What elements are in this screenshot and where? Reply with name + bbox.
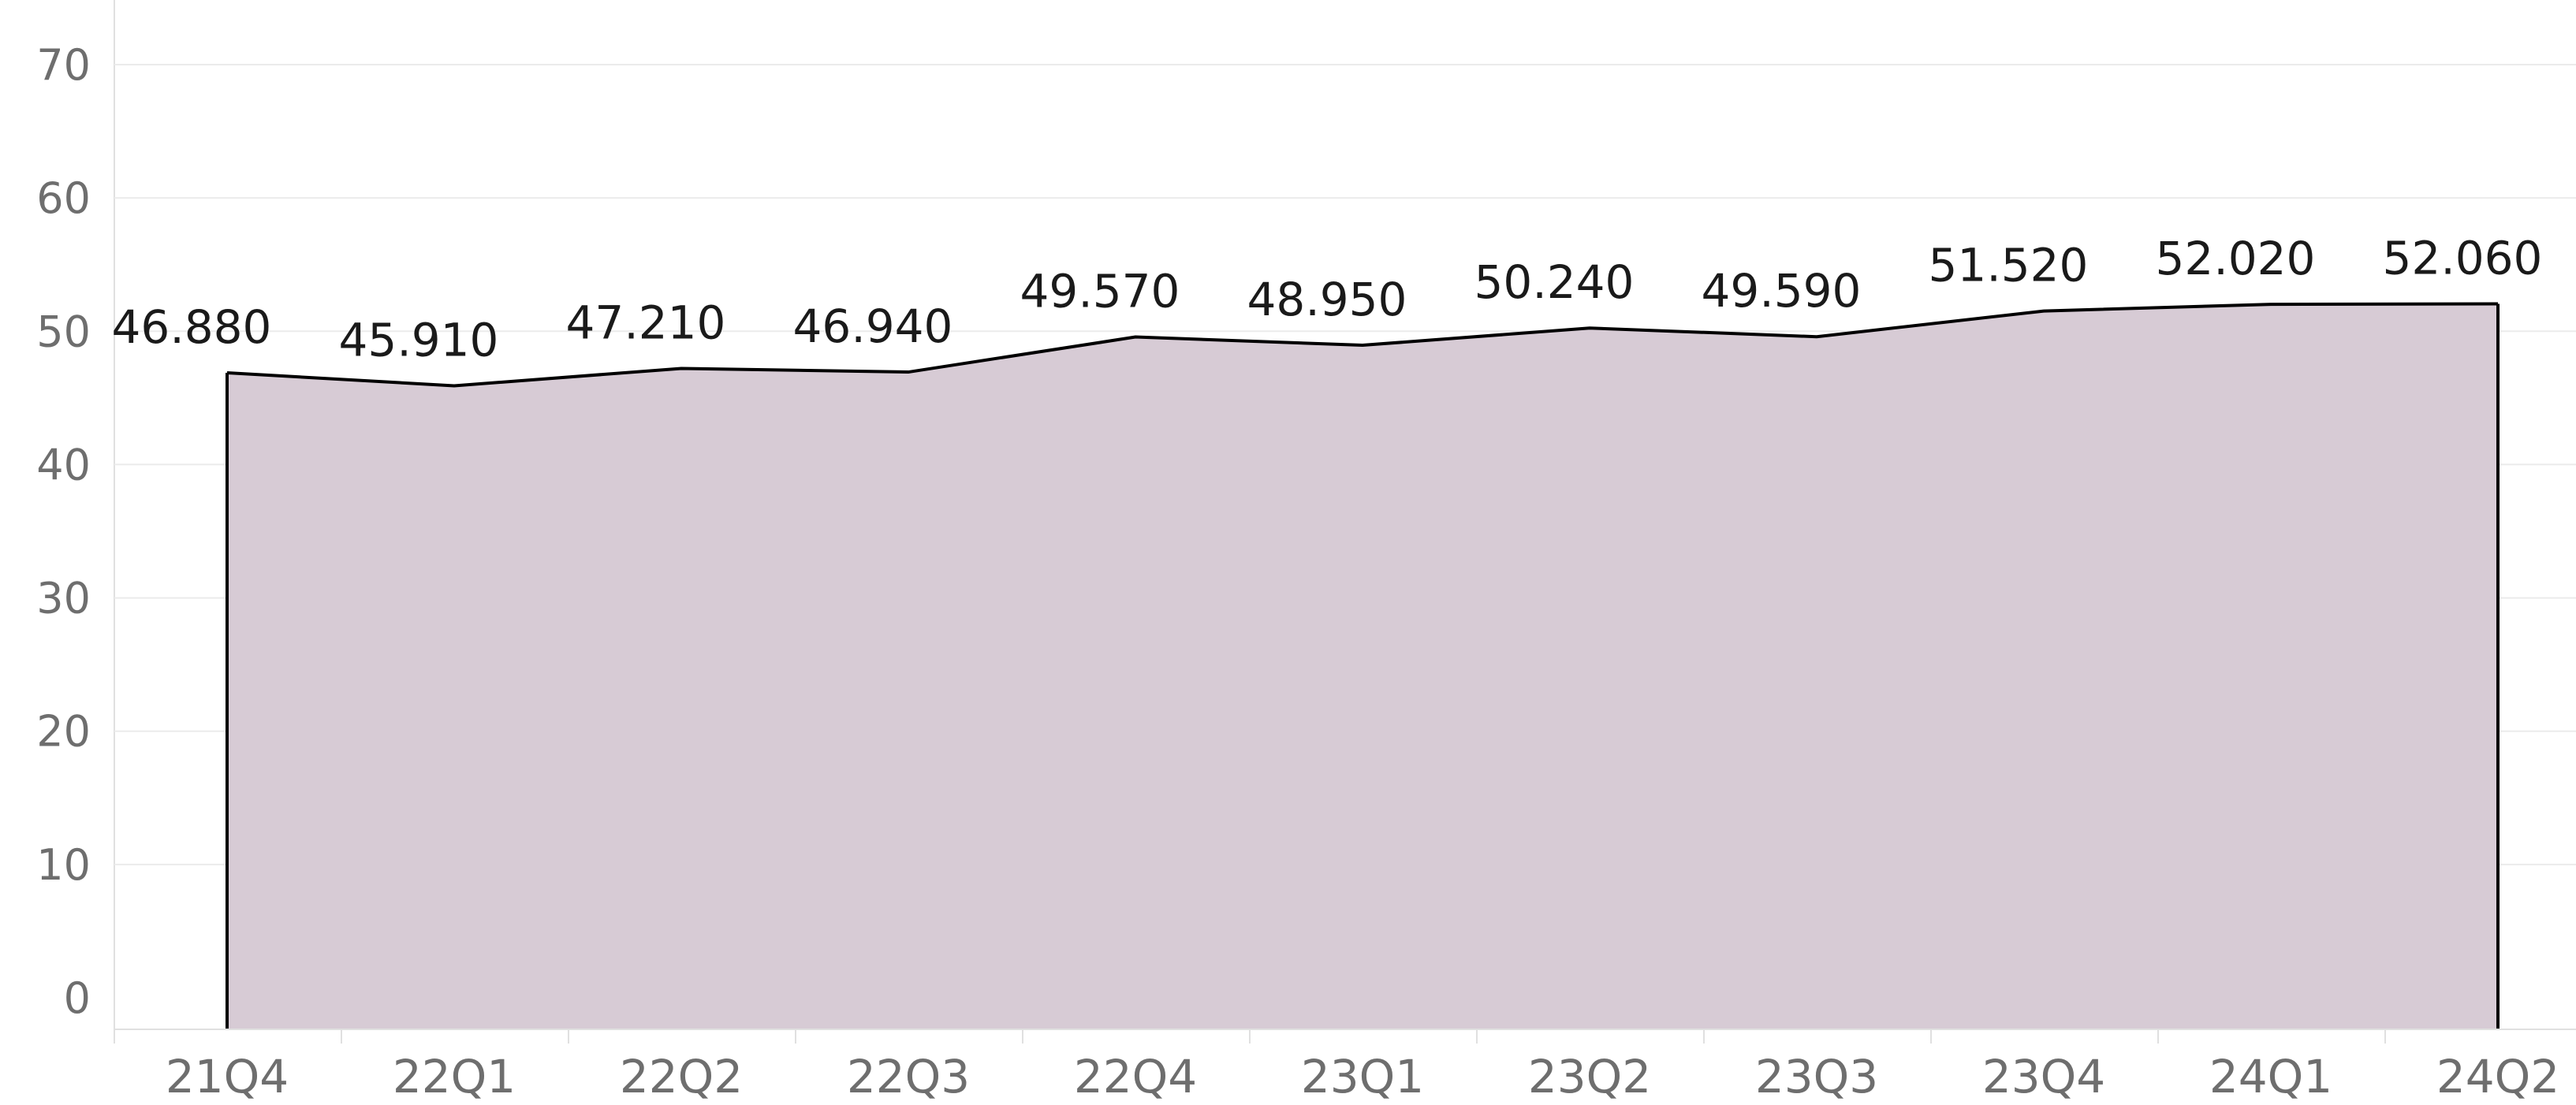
y-tick-label: 70: [36, 40, 91, 90]
area-fill: [227, 303, 2498, 1030]
x-tick-label: 23Q2: [1528, 1050, 1651, 1103]
x-tick-label: 23Q3: [1755, 1050, 1878, 1103]
y-tick-label: 50: [36, 307, 91, 356]
data-label: 47.210: [566, 296, 726, 349]
y-tick-label: 20: [36, 707, 91, 757]
data-label: 46.880: [112, 300, 272, 354]
data-label: 49.590: [1702, 264, 1862, 318]
area-series: [226, 302, 2500, 1030]
x-tick-label: 21Q4: [166, 1050, 289, 1103]
data-label: 52.060: [2383, 231, 2543, 285]
data-label: 49.570: [1020, 265, 1180, 318]
y-tick-label: 60: [36, 173, 91, 223]
y-tick-label: 10: [36, 840, 91, 890]
y-tick-label: 40: [36, 440, 91, 489]
x-tick-label: 23Q1: [1301, 1050, 1424, 1103]
x-tick-label: 22Q4: [1074, 1050, 1197, 1103]
x-tick-label: 22Q2: [620, 1050, 743, 1103]
series-line: [226, 302, 2499, 388]
data-label: 46.940: [793, 300, 953, 353]
data-label: 48.950: [1247, 273, 1407, 326]
x-tick-label: 24Q1: [2209, 1050, 2332, 1103]
data-label: 51.520: [1929, 239, 2089, 292]
data-label: 45.910: [339, 313, 499, 366]
x-axis: 21Q4 22Q1 22Q2 22Q3 22Q4 23Q1 23Q2 23Q3 23Q4 24Q1…: [114, 1029, 2576, 1103]
y-axis: 0 10 20 30 40 50 60 70: [36, 40, 91, 1023]
x-tick-label: 24Q2: [2436, 1050, 2559, 1103]
y-tick-label: 0: [64, 973, 91, 1023]
x-tick-label: 22Q1: [393, 1050, 516, 1103]
y-tick-label: 30: [36, 574, 91, 623]
x-tick-label: 23Q4: [1982, 1050, 2105, 1103]
x-tick-label: 22Q3: [847, 1050, 970, 1103]
data-labels: 46.880 45.910 47.210 46.940 49.570 48.950 50.2…: [112, 231, 2543, 366]
data-label: 52.020: [2156, 232, 2316, 285]
data-label: 50.240: [1474, 255, 1635, 309]
